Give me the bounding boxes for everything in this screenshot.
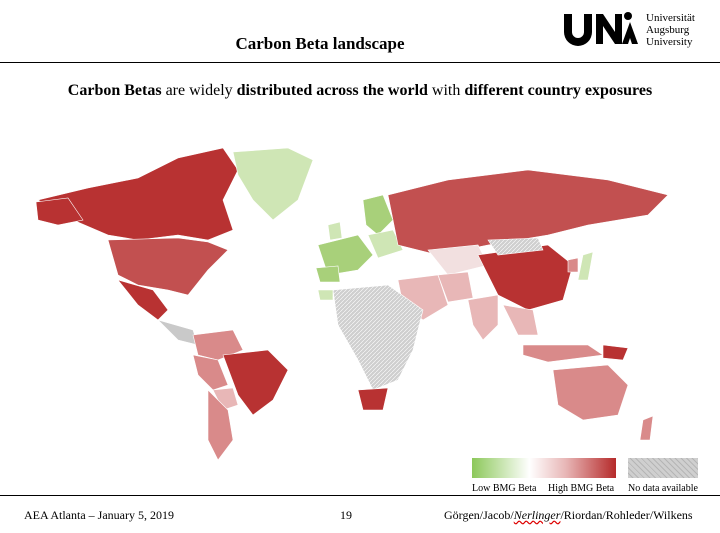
map-papua [602, 344, 629, 361]
map-mexico [117, 279, 169, 321]
legend-na-swatch [628, 458, 698, 478]
subtitle-part-5: different country exposures [464, 82, 653, 99]
legend-low-label: Low BMG Beta [472, 483, 537, 494]
logo-line-3: University [646, 36, 693, 48]
slide-title: Carbon Beta landscape [235, 34, 405, 53]
logo-line-1: Universität [646, 12, 695, 24]
subtitle-part-1: Carbon Betas [67, 82, 162, 99]
map-south-africa [357, 387, 389, 411]
footer-page-number: 19 [340, 508, 352, 522]
map-kazakhstan [427, 244, 489, 276]
map-eastern-europe [367, 229, 404, 259]
footer-authors-a: Görgen/Jacob/ [444, 508, 514, 522]
uni-logo-mark [564, 12, 638, 46]
legend-gradient [472, 458, 616, 478]
map-usa [107, 237, 229, 296]
map-korea [567, 257, 579, 273]
map-iran [437, 271, 474, 303]
map-central-america [156, 319, 199, 346]
map-greenland [232, 147, 314, 221]
slide-subtitle: Carbon Betas are widely distributed acro… [0, 82, 720, 100]
footer-authors: Görgen/Jacob/Nerlinger/Riordan/Rohleder/… [444, 508, 693, 523]
legend-high-label: High BMG Beta [548, 483, 615, 494]
bottom-rule [0, 495, 720, 496]
map-india [467, 294, 499, 341]
map-brazil [222, 349, 289, 416]
map-japan [577, 251, 594, 281]
top-rule [0, 62, 720, 63]
map-uk [327, 221, 343, 241]
map-africa [332, 284, 424, 391]
logo-text: Universität Augsburg University [646, 12, 695, 48]
footer-authors-b: /Riordan/Rohleder/Wilkens [560, 508, 693, 522]
subtitle-part-4: with [427, 82, 465, 99]
legend-na-label: No data available [628, 483, 698, 494]
footer-authors-italic: Nerlinger [513, 508, 561, 522]
map-indonesia [522, 344, 604, 363]
subtitle-part-3: distributed across the world [236, 82, 428, 99]
map-iberia [315, 265, 341, 283]
legend-na: No data available [628, 458, 698, 494]
map-mongolia [487, 237, 544, 256]
subtitle-part-2: are widely [161, 82, 237, 99]
university-logo: Universität Augsburg University [562, 10, 712, 50]
map-australia [552, 364, 629, 421]
map-north-africa-west [317, 289, 334, 301]
world-map [35, 147, 669, 461]
logo-line-2: Augsburg [646, 24, 690, 36]
map-southeast-asia [502, 304, 539, 336]
map-peru [192, 354, 229, 391]
map-scandinavia [362, 194, 394, 236]
map-alaska [35, 197, 84, 226]
legend-low-to-high: Low BMG Beta High BMG Beta [472, 458, 616, 494]
map-argentina-chile [207, 389, 234, 461]
footer-event: AEA Atlanta – January 5, 2019 [24, 508, 174, 522]
map-canada [37, 147, 239, 241]
map-new-zealand [639, 415, 654, 441]
